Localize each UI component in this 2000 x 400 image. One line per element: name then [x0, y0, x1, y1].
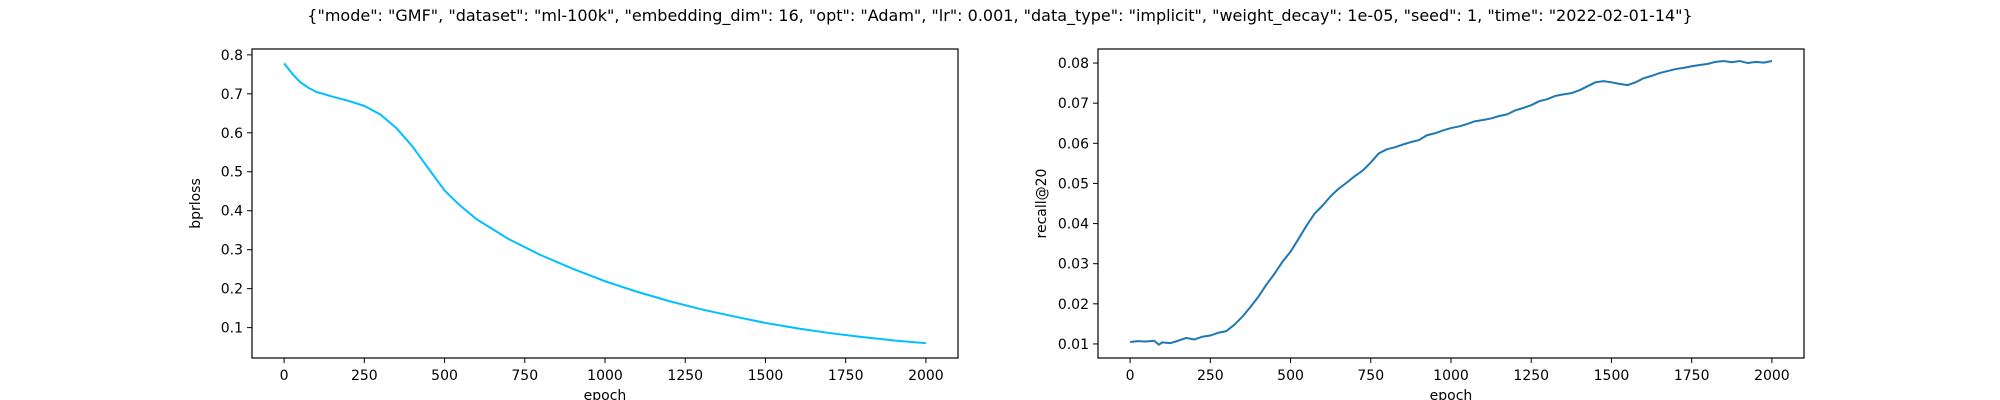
y-tick-label: 0.04 — [1058, 217, 1089, 233]
x-tick-label: 250 — [351, 368, 378, 384]
x-tick-label: 750 — [511, 368, 538, 384]
x-tick-label: 1750 — [828, 368, 864, 384]
y-tick-label: 0.06 — [1058, 136, 1089, 152]
plot-recall: 0 250 500 750 1000 1250 1500 1750 2000 0.01 0.02 0.… — [1034, 48, 1805, 400]
x-tick-label: 1000 — [1433, 368, 1469, 384]
x-tick-label: 1000 — [587, 368, 623, 384]
y-tick-label: 0.05 — [1058, 176, 1089, 192]
x-axis-label: epoch — [1430, 388, 1473, 400]
y-tick-label: 0.3 — [221, 243, 243, 259]
series-line — [1129, 60, 1773, 346]
y-tick-label: 0.07 — [1058, 96, 1089, 112]
x-tick-label: 750 — [1357, 368, 1384, 384]
x-tick-label: 250 — [1197, 368, 1224, 384]
x-tick-label: 1500 — [1594, 368, 1630, 384]
x-tick-label: 500 — [431, 368, 458, 384]
y-tick-label: 0.4 — [221, 204, 243, 220]
x-tick-label: 0 — [1126, 368, 1135, 384]
y-tick-label: 0.7 — [221, 87, 243, 103]
plot-bprloss: 0 250 500 750 1000 1250 1500 1750 2000 0.1 0.2 0.3 0… — [188, 48, 959, 400]
y-axis-label: recall@20 — [1034, 169, 1050, 239]
plot-frame — [1097, 48, 1805, 359]
figure-title: {"mode": "GMF", "dataset": "ml-100k", "e… — [307, 6, 1693, 25]
x-tick-label: 0 — [280, 368, 289, 384]
y-tick-label: 0.03 — [1058, 257, 1089, 273]
x-tick-label: 1250 — [667, 368, 703, 384]
y-tick-label: 0.02 — [1058, 297, 1089, 313]
y-axis-label: bprloss — [188, 178, 204, 229]
x-tick-label: 1750 — [1674, 368, 1710, 384]
y-tick-label: 0.6 — [221, 126, 243, 142]
series-line — [283, 62, 926, 345]
y-tick-label: 0.1 — [221, 321, 243, 337]
x-tick-label: 1500 — [748, 368, 784, 384]
y-tick-label: 0.2 — [221, 282, 243, 298]
x-tick-label: 1250 — [1513, 368, 1549, 384]
x-tick-label: 2000 — [1754, 368, 1790, 384]
y-tick-label: 0.08 — [1058, 56, 1089, 72]
x-axis-label: epoch — [584, 388, 627, 400]
y-tick-label: 0.5 — [221, 165, 243, 181]
x-tick-label: 2000 — [908, 368, 944, 384]
y-tick-label: 0.01 — [1058, 337, 1089, 353]
y-tick-label: 0.8 — [221, 48, 243, 64]
plot-frame — [251, 48, 959, 359]
x-tick-label: 500 — [1277, 368, 1304, 384]
